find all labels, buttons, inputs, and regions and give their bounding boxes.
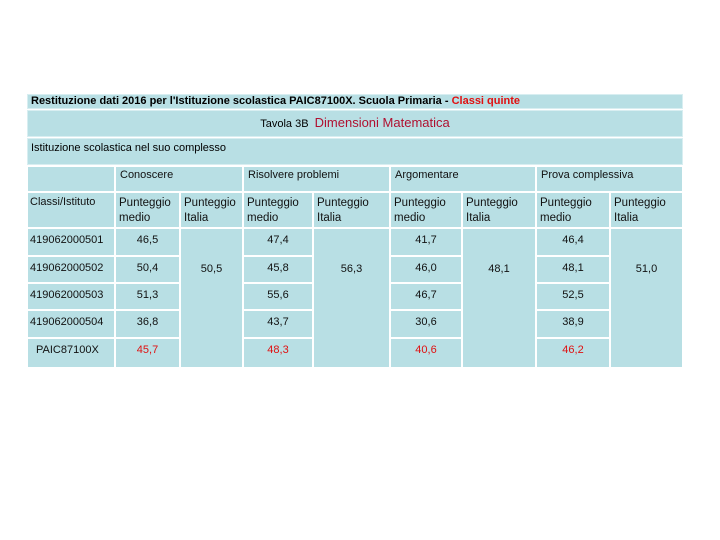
score: 30,6 <box>390 310 462 338</box>
empty-cell <box>27 166 115 192</box>
score: 46,4 <box>536 228 610 256</box>
group-header: Prova complessiva <box>536 166 683 192</box>
table-label: Tavola 3B <box>260 118 309 130</box>
group-header: Risolvere problemi <box>243 166 390 192</box>
row-label: 419062000502 <box>27 256 115 283</box>
sub-header: Punteggio medio <box>536 192 610 228</box>
score: 41,7 <box>390 228 462 256</box>
sub-header: Punteggio medio <box>115 192 180 228</box>
italia-score: 51,0 <box>610 228 683 368</box>
table-subject: Dimensioni Matematica <box>314 115 450 130</box>
sub-header: Punteggio medio <box>390 192 462 228</box>
score: 52,5 <box>536 283 610 310</box>
score: 43,7 <box>243 310 313 338</box>
row-label: 419062000501 <box>27 228 115 256</box>
italia-score: 50,5 <box>180 228 243 368</box>
sub-header: Punteggio Italia <box>462 192 536 228</box>
row-label: 419062000504 <box>27 310 115 338</box>
score: 38,9 <box>536 310 610 338</box>
score: 45,7 <box>115 338 180 368</box>
group-header: Argomentare <box>390 166 536 192</box>
score: 47,4 <box>243 228 313 256</box>
score: 51,3 <box>115 283 180 310</box>
section-title: Istituzione scolastica nel suo complesso <box>31 142 227 154</box>
score: 45,8 <box>243 256 313 283</box>
title-row: Restituzione dati 2016 per l'Istituzione… <box>27 94 683 109</box>
section-row: Istituzione scolastica nel suo complesso <box>27 138 683 165</box>
score: 36,8 <box>115 310 180 338</box>
score: 46,0 <box>390 256 462 283</box>
score: 55,6 <box>243 283 313 310</box>
table-label-row: Tavola 3B Dimensioni Matematica <box>27 110 683 137</box>
group-header: Conoscere <box>115 166 243 192</box>
score: 46,2 <box>536 338 610 368</box>
sub-header: Punteggio Italia <box>313 192 390 228</box>
score: 46,5 <box>115 228 180 256</box>
title: Restituzione dati 2016 per l'Istituzione… <box>31 95 449 107</box>
title-highlight: Classi quinte <box>451 95 521 107</box>
score: 48,3 <box>243 338 313 368</box>
row-header: Classi/Istituto <box>27 192 115 228</box>
row-label: 419062000503 <box>27 283 115 310</box>
score: 46,7 <box>390 283 462 310</box>
row-label: PAIC87100X <box>27 338 115 368</box>
italia-score: 56,3 <box>313 228 390 368</box>
sub-header: Punteggio Italia <box>610 192 683 228</box>
italia-score: 48,1 <box>462 228 536 368</box>
sub-header: Punteggio Italia <box>180 192 243 228</box>
score: 40,6 <box>390 338 462 368</box>
score: 48,1 <box>536 256 610 283</box>
sub-header: Punteggio medio <box>243 192 313 228</box>
score: 50,4 <box>115 256 180 283</box>
